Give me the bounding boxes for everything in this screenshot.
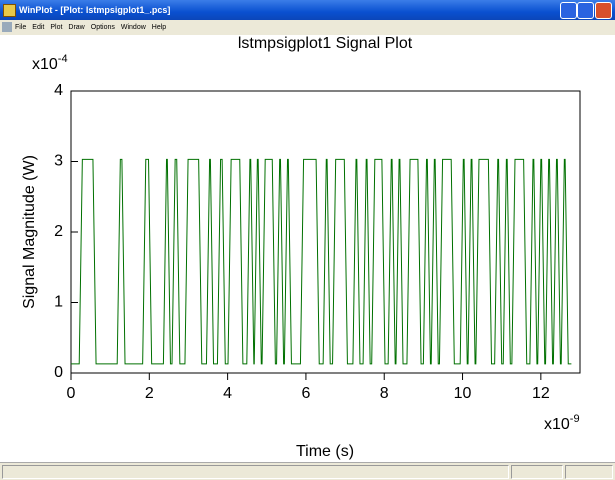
close-button[interactable] bbox=[595, 2, 612, 19]
signal-line bbox=[71, 158, 572, 365]
y-axis-label: Signal Magnitude (W) bbox=[21, 155, 38, 309]
menu-bar: File Edit Plot Draw Options Window Help bbox=[0, 20, 615, 35]
y-multiplier: x10-4 bbox=[32, 53, 68, 73]
doc-icon bbox=[2, 22, 12, 32]
menu-item[interactable]: Plot bbox=[50, 24, 63, 31]
x-tick-label: 8 bbox=[380, 385, 389, 402]
x-axis-label: Time (s) bbox=[296, 443, 354, 460]
x-tick-label: 6 bbox=[301, 385, 310, 402]
chart-title: lstmpsigplot1 Signal Plot bbox=[238, 36, 413, 52]
x-tick-label: 2 bbox=[145, 385, 154, 402]
y-tick-label: 0 bbox=[54, 364, 63, 381]
menu-item[interactable]: Draw bbox=[68, 24, 85, 31]
menu-item[interactable]: Help bbox=[151, 24, 167, 31]
menu-item[interactable]: Options bbox=[90, 24, 115, 31]
x-multiplier-exponent: -9 bbox=[570, 413, 580, 425]
status-pane bbox=[2, 465, 509, 479]
x-tick-label: 0 bbox=[67, 385, 76, 402]
y-multiplier-exponent: -4 bbox=[58, 53, 68, 65]
chart: lstmpsigplot1 Signal Plot x10-4 x10-9 Ti… bbox=[0, 36, 615, 462]
x-tick-label: 12 bbox=[532, 385, 550, 402]
y-tick-label: 1 bbox=[54, 294, 63, 311]
maximize-button[interactable] bbox=[577, 2, 594, 19]
x-tick-label: 10 bbox=[454, 385, 472, 402]
x-multiplier: x10-9 bbox=[544, 413, 580, 433]
x-tick-label: 4 bbox=[223, 385, 232, 402]
y-multiplier-base: x10 bbox=[32, 56, 58, 73]
menu-item[interactable]: Window bbox=[120, 24, 146, 31]
y-tick-label: 2 bbox=[54, 223, 63, 240]
window-title: WinPlot - [Plot: lstmpsigplot1_.pcs] bbox=[19, 5, 171, 15]
menu-item[interactable]: Edit bbox=[32, 24, 45, 31]
minimize-button[interactable] bbox=[560, 2, 577, 19]
x-multiplier-base: x10 bbox=[544, 416, 570, 433]
y-tick-label: 4 bbox=[54, 82, 63, 99]
app-icon bbox=[3, 4, 16, 17]
status-pane bbox=[511, 465, 563, 479]
title-bar: WinPlot - [Plot: lstmpsigplot1_.pcs] bbox=[0, 0, 615, 20]
status-pane bbox=[565, 465, 613, 479]
plot-background bbox=[0, 36, 615, 462]
status-bar bbox=[0, 462, 615, 480]
y-tick-label: 3 bbox=[54, 153, 63, 170]
menu-item[interactable]: File bbox=[15, 24, 27, 31]
